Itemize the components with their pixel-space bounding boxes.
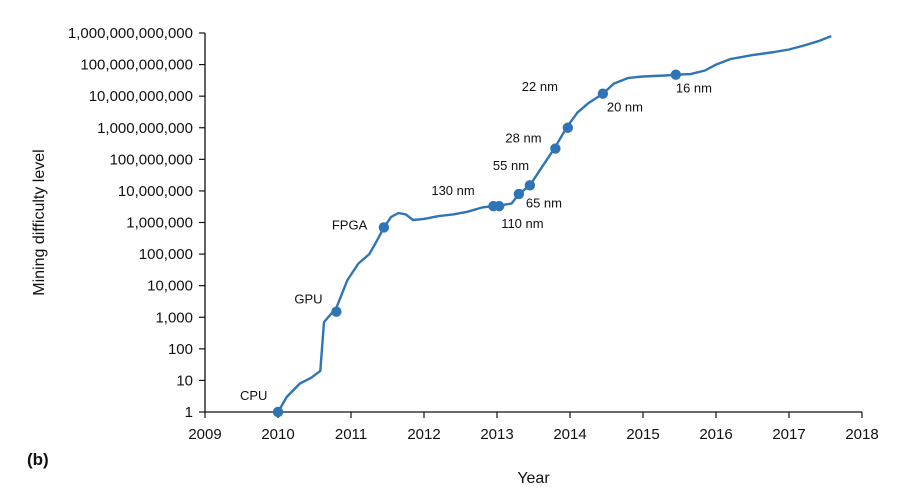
marker-label: 20 nm [607,100,643,115]
y-tick-label: 1,000,000,000 [97,120,193,137]
marker-label: 55 nm [493,158,529,173]
x-axis-title: Year [517,470,550,487]
marker-point [493,200,505,212]
marker-label: 65 nm [526,195,562,210]
marker-label: 28 nm [505,131,541,146]
marker-label: FPGA [332,217,368,232]
marker-point [272,406,284,418]
y-tick-label: 1,000,000 [126,215,193,232]
marker-point [331,306,342,317]
difficulty-series-line [276,34,832,413]
y-tick-label: 1,000,000,000,000 [68,25,193,42]
x-tick-label: 2012 [407,426,440,443]
marker-point [513,188,525,200]
marker-point [597,88,609,99]
x-axis-ticks: 2009 2010 2011 2012 2013 2014 2015 2016 2017 2018 [188,412,879,443]
y-tick-label: 10,000,000 [118,183,193,200]
x-tick-label: 2011 [335,426,367,443]
y-tick-label: 1 [185,404,193,421]
x-tick-label: 2009 [188,426,221,443]
marker-label: GPU [294,292,322,307]
marker-point [524,180,536,191]
marker-label: 130 nm [431,183,474,198]
x-tick-label: 2016 [699,426,732,443]
marker-point [562,122,574,133]
panel-label: (b) [27,450,49,469]
marker-label: 22 nm [522,79,558,94]
y-tick-label: 10,000 [147,278,193,295]
y-tick-label: 10,000,000,000 [89,88,193,105]
y-tick-label: 100,000 [139,246,193,263]
marker-label: 16 nm [676,81,712,96]
marker-point [378,222,390,233]
y-tick-label: 100,000,000 [110,151,193,168]
marker-point [550,143,561,154]
marker-label: CPU [240,388,267,403]
y-tick-label: 100 [168,341,193,358]
y-axis-title: Mining difficulty level [31,149,48,295]
y-tick-label: 10 [176,372,193,389]
x-tick-label: 2014 [553,426,586,443]
y-axis-ticks: 1 10 100 1,000 10,000 100,000 1,000,000 10,000,… [68,25,205,421]
technology-markers: CPU GPU FPGA 130 nm 110 nm 55 nm 65 nm 28 nm 22 … [240,69,712,418]
x-tick-label: 2015 [626,426,659,443]
x-tick-label: 2013 [480,426,513,443]
y-tick-label: 100,000,000,000 [80,57,193,74]
marker-label: 110 nm [501,216,543,231]
x-tick-label: 2010 [261,426,294,443]
y-tick-label: 1,000 [155,309,193,326]
x-tick-label: 2018 [845,426,878,443]
x-tick-label: 2017 [772,426,805,443]
marker-point [670,69,682,80]
